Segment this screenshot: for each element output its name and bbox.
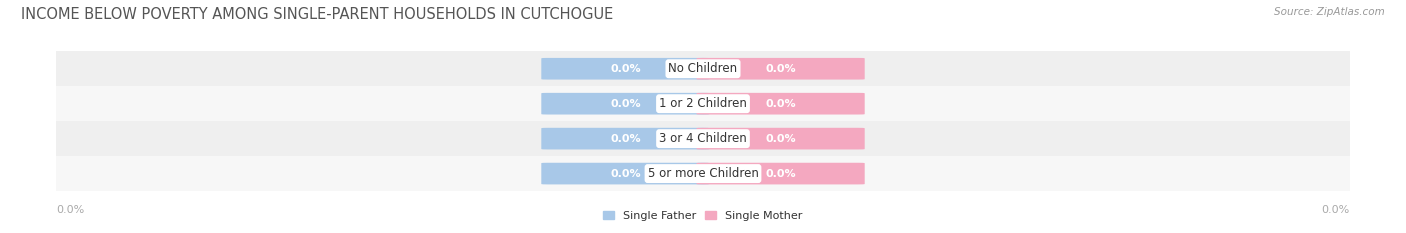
- Text: INCOME BELOW POVERTY AMONG SINGLE-PARENT HOUSEHOLDS IN CUTCHOGUE: INCOME BELOW POVERTY AMONG SINGLE-PARENT…: [21, 7, 613, 22]
- Bar: [56, 121, 1350, 156]
- FancyBboxPatch shape: [541, 163, 710, 185]
- Text: 5 or more Children: 5 or more Children: [648, 167, 758, 180]
- Text: 0.0%: 0.0%: [610, 99, 641, 109]
- Text: 0.0%: 0.0%: [56, 205, 84, 215]
- Bar: [56, 156, 1350, 191]
- FancyBboxPatch shape: [696, 163, 865, 185]
- Legend: Single Father, Single Mother: Single Father, Single Mother: [599, 206, 807, 225]
- Text: 1 or 2 Children: 1 or 2 Children: [659, 97, 747, 110]
- FancyBboxPatch shape: [696, 128, 865, 150]
- Text: 0.0%: 0.0%: [765, 134, 796, 144]
- Text: 0.0%: 0.0%: [1322, 205, 1350, 215]
- Text: 0.0%: 0.0%: [765, 169, 796, 178]
- FancyBboxPatch shape: [541, 58, 710, 79]
- Text: No Children: No Children: [668, 62, 738, 75]
- Bar: [56, 86, 1350, 121]
- Text: 0.0%: 0.0%: [610, 169, 641, 178]
- Text: 0.0%: 0.0%: [610, 64, 641, 74]
- FancyBboxPatch shape: [541, 128, 710, 150]
- Text: 0.0%: 0.0%: [610, 134, 641, 144]
- Text: Source: ZipAtlas.com: Source: ZipAtlas.com: [1274, 7, 1385, 17]
- Text: 0.0%: 0.0%: [765, 99, 796, 109]
- FancyBboxPatch shape: [696, 58, 865, 79]
- Text: 3 or 4 Children: 3 or 4 Children: [659, 132, 747, 145]
- FancyBboxPatch shape: [696, 93, 865, 114]
- Bar: [56, 51, 1350, 86]
- Text: 0.0%: 0.0%: [765, 64, 796, 74]
- FancyBboxPatch shape: [541, 93, 710, 114]
